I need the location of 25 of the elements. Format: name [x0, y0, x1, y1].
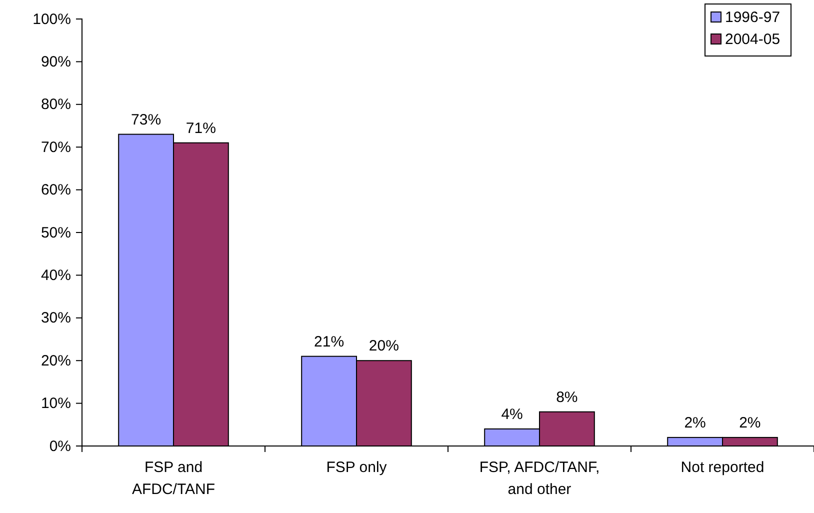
- data-label: 2%: [739, 414, 761, 432]
- y-tick-label: 80%: [40, 96, 71, 114]
- x-tick-label: FSP, AFDC/TANF, and other: [479, 459, 600, 498]
- y-tick-label: 0%: [49, 438, 71, 455]
- y-tick-label: 40%: [40, 267, 71, 284]
- y-tick-label: 10%: [40, 395, 71, 412]
- legend-label: 1996-97: [725, 9, 780, 26]
- legend-label: 2004-05: [725, 31, 780, 48]
- x-tick-label: FSP and AFDC/TANF: [132, 459, 216, 498]
- x-tick-label: Not reported: [680, 459, 764, 476]
- y-tick-label: 60%: [40, 182, 71, 199]
- data-label: 8%: [556, 388, 578, 406]
- y-tick-label: 100%: [32, 10, 71, 28]
- y-tick-label: 70%: [40, 138, 71, 156]
- y-tick-label: 90%: [40, 54, 71, 70]
- data-label: 21%: [314, 333, 344, 350]
- data-label: 20%: [368, 338, 399, 355]
- data-label: 2%: [684, 414, 706, 432]
- y-tick-label: 20%: [40, 352, 71, 370]
- data-label: 4%: [501, 406, 523, 423]
- data-label: 73%: [131, 111, 162, 128]
- x-tick-label: FSP only: [326, 459, 388, 476]
- y-tick-label: 30%: [40, 310, 71, 327]
- y-tick-label: 50%: [40, 224, 71, 242]
- data-label: 71%: [186, 120, 216, 137]
